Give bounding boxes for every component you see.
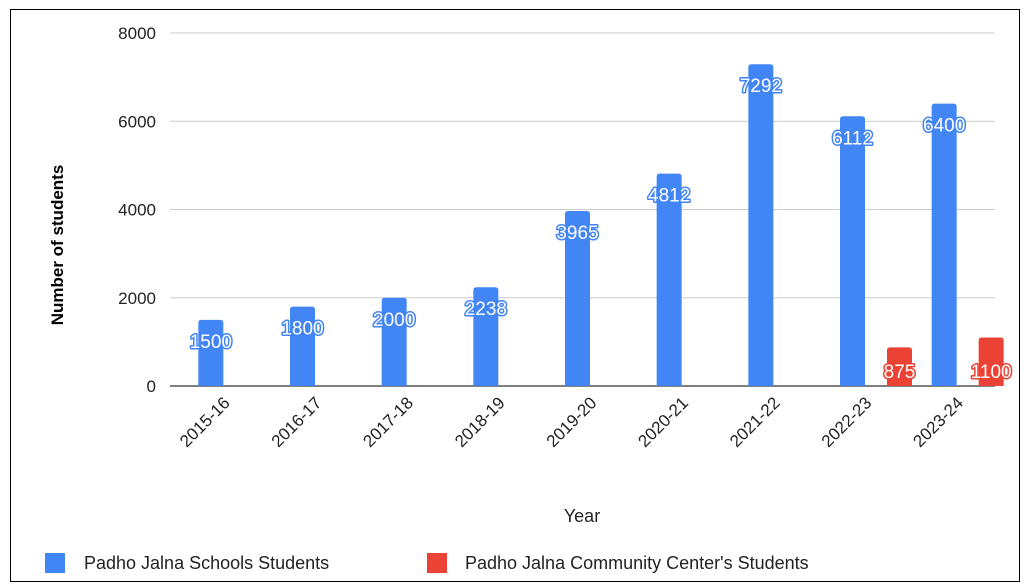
x-tick-label: 2017-18 <box>359 393 417 451</box>
y-tick-label: 0 <box>147 377 156 396</box>
legend: Padho Jalna Schools Students Padho Jalna … <box>45 553 809 573</box>
data-label: 6112 <box>832 128 873 149</box>
x-tick-label: 2016-17 <box>268 393 326 451</box>
data-label: 1500 <box>190 332 232 353</box>
x-tick-label: 2021-22 <box>726 393 784 451</box>
data-label: 7292 <box>740 76 782 97</box>
x-tick-label: 2015-16 <box>176 393 234 451</box>
data-label: 4812 <box>648 186 690 207</box>
x-tick-label: 2023-24 <box>909 393 967 451</box>
bar-community-center <box>887 347 912 386</box>
x-tick-label: 2020-21 <box>634 393 692 451</box>
x-tick-labels: 2015-16 2016-17 2017-18 2018-19 2019-20 2020-… <box>176 393 967 451</box>
data-label: 1100 <box>971 362 1012 383</box>
legend-label: Padho Jalna Community Center's Students <box>465 553 809 573</box>
bar-schools <box>748 64 774 386</box>
bar-schools <box>840 116 865 387</box>
y-tick-label: 4000 <box>118 201 156 220</box>
bars: 1500 1800 2000 2238 3965 4812 7292 6112 875 6400 1… <box>188 64 1013 387</box>
legend-swatch <box>427 553 447 573</box>
y-tick-label: 8000 <box>118 24 156 43</box>
bar-schools <box>931 103 957 386</box>
x-tick-label: 2018-19 <box>451 393 509 451</box>
data-label: 2238 <box>465 299 507 320</box>
y-tick-label: 6000 <box>118 112 156 131</box>
x-tick-label: 2019-20 <box>543 393 601 451</box>
data-label: 6400 <box>923 116 965 137</box>
x-tick-label: 2022-23 <box>818 393 876 451</box>
data-label: 2000 <box>373 310 415 331</box>
bar-schools <box>656 173 682 386</box>
y-tick-labels: 0 2000 4000 6000 8000 <box>118 24 156 396</box>
y-axis-title: Number of students <box>48 165 67 326</box>
data-label: 1800 <box>281 319 323 340</box>
bar-schools <box>473 287 499 386</box>
bar-schools <box>565 211 590 386</box>
data-label: 875 <box>884 362 916 383</box>
bar-schools <box>198 319 224 386</box>
bar-community-center <box>978 337 1004 386</box>
legend-label: Padho Jalna Schools Students <box>84 553 329 573</box>
y-tick-label: 2000 <box>118 289 156 308</box>
x-axis-title: Year <box>564 506 600 526</box>
legend-swatch <box>45 553 65 573</box>
bar-schools <box>290 306 315 386</box>
data-label: 3965 <box>556 223 598 244</box>
bar-schools <box>381 297 407 386</box>
